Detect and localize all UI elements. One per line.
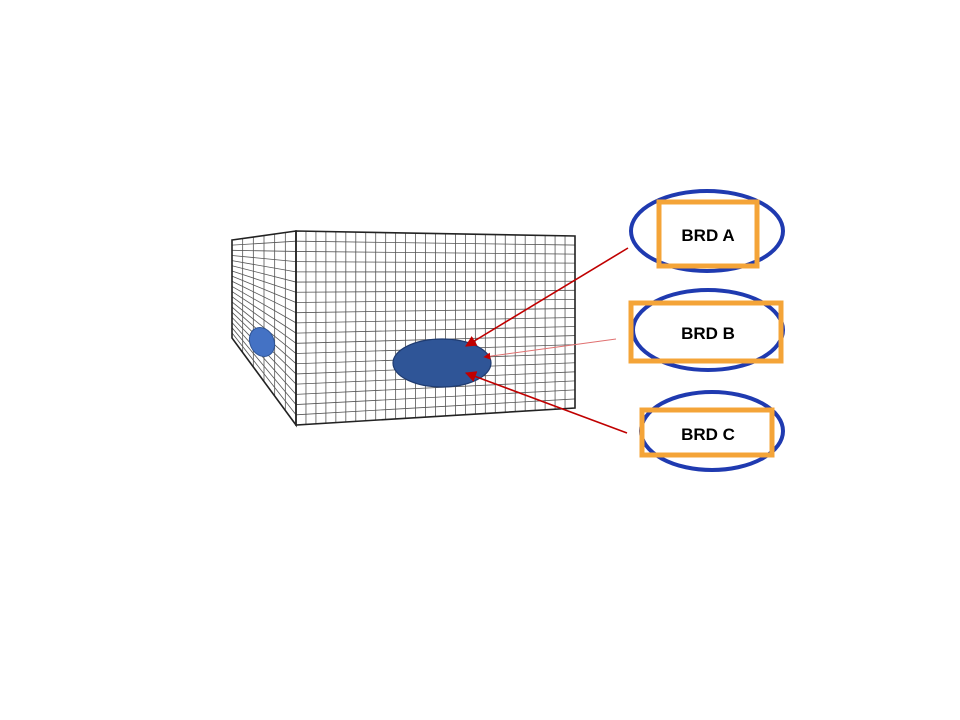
front-face-outline: [295, 230, 576, 426]
front-grid-hline: [295, 261, 576, 264]
front-grid-hline: [295, 398, 576, 416]
left-grid-hline: [231, 275, 297, 303]
label-brd-b: BRD B: [628, 288, 785, 372]
left-grid-hline: [231, 322, 297, 395]
label-a-text: BRD A: [681, 226, 734, 245]
arrow-brd-b: [483, 338, 617, 360]
label-brd-a: BRD A: [629, 189, 785, 273]
left-grid-hline: [231, 296, 297, 344]
left-grid-hline: [231, 291, 297, 334]
left-grid-hline: [231, 260, 297, 273]
left-grid-hline: [231, 265, 297, 283]
front-grid-hline: [295, 308, 576, 314]
small-patch-left-face: [248, 326, 276, 358]
left-grid-hline: [231, 249, 297, 252]
arrow-brd-a: [465, 247, 629, 347]
front-grid-hline: [295, 251, 576, 255]
left-grid-hline: [231, 255, 297, 263]
front-grid-hline: [295, 389, 576, 405]
left-face-grid: [231, 232, 297, 416]
front-grid-hline: [295, 289, 576, 293]
label-brd-c: BRD C: [639, 390, 785, 472]
large-patch-front-face: [392, 338, 492, 388]
front-grid-hline: [295, 326, 576, 334]
left-grid-hline: [231, 280, 297, 314]
arrow-brd-c: [464, 371, 628, 434]
front-grid-hline: [295, 380, 576, 395]
grid-box: [231, 230, 576, 428]
label-b-rect: [628, 300, 784, 364]
label-c-rect: [639, 407, 775, 458]
label-b-text: BRD B: [681, 324, 735, 343]
left-grid-hline: [231, 332, 297, 416]
front-grid-hline: [295, 240, 576, 246]
front-grid-hline: [295, 280, 576, 283]
label-a-ellipse: [629, 189, 785, 273]
left-grid-hline: [231, 270, 297, 293]
left-grid-hline: [231, 240, 297, 246]
left-grid-hline: [231, 301, 297, 354]
label-c-text: BRD C: [681, 425, 735, 444]
left-grid-hline: [231, 286, 297, 324]
label-a-rect: [656, 199, 760, 269]
front-face-grid: [295, 231, 576, 425]
front-grid-hline: [295, 298, 576, 303]
front-grid-hline: [295, 317, 576, 324]
left-grid-hline: [231, 327, 297, 405]
